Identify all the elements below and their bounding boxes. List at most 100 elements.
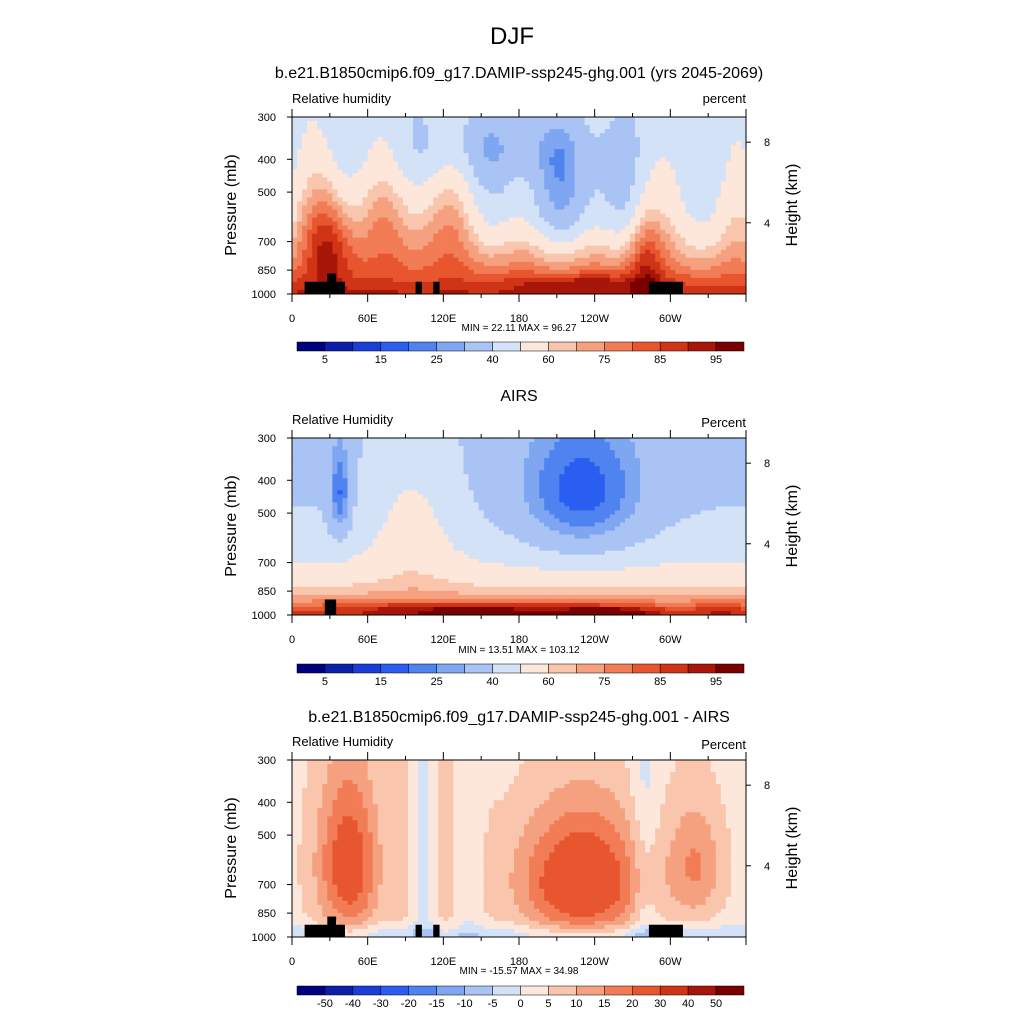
- field-cell: [392, 157, 399, 162]
- field-cell: [710, 277, 717, 283]
- field-cell: [448, 177, 454, 182]
- field-cell: [619, 277, 626, 283]
- field-cell: [599, 229, 606, 235]
- field-cell: [569, 474, 575, 479]
- field-cell: [685, 458, 691, 463]
- field-cell: [418, 277, 424, 283]
- field-cell: [564, 273, 570, 279]
- field-cell: [534, 253, 540, 259]
- field-cell: [564, 185, 570, 190]
- field-cell: [665, 470, 671, 475]
- field-cell: [503, 221, 510, 227]
- field-cell: [342, 446, 348, 451]
- field-cell: [458, 133, 464, 138]
- field-cell: [498, 165, 505, 170]
- field-cell: [342, 269, 348, 275]
- field-cell: [579, 165, 585, 170]
- field-cell: [438, 442, 444, 447]
- field-cell: [594, 209, 601, 214]
- field-cell: [317, 470, 323, 475]
- field-cell: [695, 253, 701, 259]
- field-cell: [423, 277, 429, 283]
- field-cell: [302, 133, 308, 138]
- field-cell: [604, 217, 611, 222]
- field-cell: [710, 438, 717, 443]
- field-cell: [680, 245, 686, 251]
- field-cell: [297, 285, 303, 291]
- field-cell: [574, 285, 580, 291]
- field-cell: [670, 169, 676, 174]
- field-cell: [534, 233, 540, 239]
- field-cell: [317, 466, 323, 471]
- field-cell: [322, 474, 328, 479]
- field-cell: [549, 470, 555, 475]
- field-cell: [710, 273, 717, 279]
- field-cell: [438, 462, 444, 467]
- field-cell: [402, 149, 409, 154]
- field-cell: [534, 241, 540, 247]
- field-cell: [337, 438, 343, 443]
- field-cell: [297, 229, 303, 235]
- field-cell: [619, 285, 626, 291]
- field-cell: [292, 462, 298, 467]
- field-cell: [392, 245, 399, 251]
- field-cell: [670, 474, 676, 479]
- field-cell: [740, 157, 747, 162]
- field-cell: [720, 177, 727, 182]
- field-cell: [428, 265, 434, 271]
- field-cell: [680, 281, 686, 287]
- field-cell: [372, 149, 379, 154]
- field-cell: [650, 245, 656, 251]
- field-cell: [347, 281, 353, 287]
- field-cell: [342, 153, 348, 158]
- field-cell: [443, 133, 449, 138]
- field-cell: [292, 177, 298, 182]
- field-cell: [519, 205, 525, 210]
- field-cell: [619, 173, 626, 178]
- field-cell: [453, 478, 459, 483]
- field-cell: [539, 221, 545, 227]
- field-cell: [327, 446, 333, 451]
- field-cell: [423, 478, 429, 483]
- field-cell: [655, 450, 661, 455]
- field-cell: [705, 257, 712, 263]
- field-cell: [564, 197, 570, 202]
- field-cell: [357, 129, 364, 134]
- field-cell: [650, 225, 656, 231]
- field-cell: [312, 261, 318, 267]
- field-cell: [720, 273, 727, 279]
- field-cell: [735, 249, 742, 255]
- field-cell: [524, 121, 530, 126]
- field-cell: [614, 209, 621, 214]
- field-cell: [352, 233, 358, 239]
- field-cell: [539, 438, 545, 443]
- field-cell: [624, 265, 631, 271]
- field-cell: [549, 161, 555, 166]
- field-cell: [453, 189, 459, 194]
- field-cell: [453, 458, 459, 463]
- field-cell: [453, 213, 459, 218]
- field-cell: [715, 193, 722, 198]
- field-cell: [710, 454, 717, 459]
- field-cell: [513, 197, 520, 202]
- field-cell: [342, 237, 348, 243]
- field-cell: [574, 125, 580, 130]
- field-cell: [372, 125, 379, 130]
- field-cell: [584, 285, 591, 291]
- field-cell: [559, 157, 565, 162]
- field-cell: [725, 121, 732, 126]
- field-cell: [655, 185, 661, 190]
- field-cell: [382, 269, 389, 275]
- field-cell: [609, 193, 616, 198]
- field-cell: [387, 185, 394, 190]
- field-cell: [589, 269, 596, 275]
- field-cell: [312, 145, 318, 150]
- field-cell: [740, 193, 747, 198]
- field-cell: [670, 125, 676, 130]
- field-cell: [609, 454, 616, 459]
- field-cell: [483, 117, 490, 122]
- field-cell: [382, 193, 389, 198]
- field-cell: [498, 257, 505, 263]
- field-cell: [387, 161, 394, 166]
- field-cell: [519, 257, 525, 263]
